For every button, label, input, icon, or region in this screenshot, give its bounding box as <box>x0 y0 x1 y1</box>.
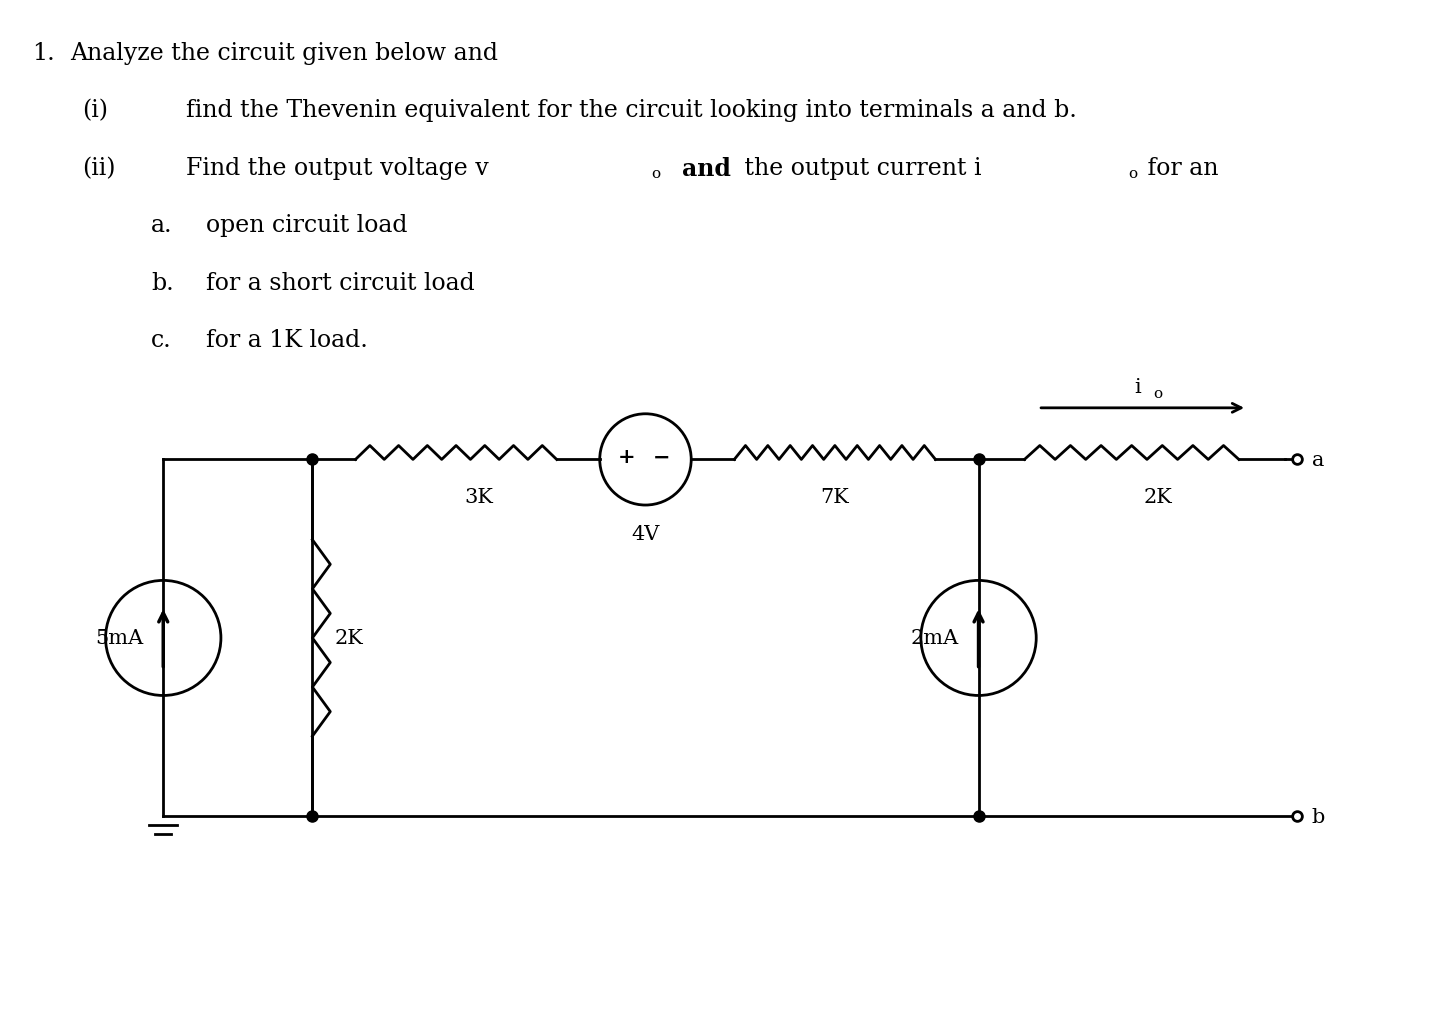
Text: open circuit load: open circuit load <box>206 214 407 237</box>
Text: for an: for an <box>1140 157 1218 179</box>
Text: Analyze the circuit given below and: Analyze the circuit given below and <box>70 42 497 65</box>
Text: 4V: 4V <box>631 525 660 543</box>
Text: o: o <box>1153 386 1162 400</box>
Text: 2mA: 2mA <box>910 629 958 648</box>
Text: 1.: 1. <box>32 42 55 65</box>
Text: Find the output voltage v: Find the output voltage v <box>186 157 489 179</box>
Text: +: + <box>618 447 635 467</box>
Text: 5mA: 5mA <box>95 629 144 648</box>
Text: −: − <box>653 447 670 467</box>
Text: and: and <box>682 157 730 180</box>
Text: a.: a. <box>151 214 173 237</box>
Text: 2K: 2K <box>334 629 364 648</box>
Text: (i): (i) <box>81 99 108 122</box>
Text: the output current i: the output current i <box>737 157 981 179</box>
Text: for a short circuit load: for a short circuit load <box>206 272 475 294</box>
Text: for a 1K load.: for a 1K load. <box>206 329 368 353</box>
Text: (ii): (ii) <box>81 157 115 179</box>
Text: o: o <box>651 167 660 180</box>
Text: b.: b. <box>151 272 174 294</box>
Text: b: b <box>1312 807 1325 826</box>
Text: i: i <box>1134 378 1141 396</box>
Text: 7K: 7K <box>820 488 849 506</box>
Text: a: a <box>1312 450 1325 470</box>
Text: 3K: 3K <box>464 488 493 506</box>
Text: c.: c. <box>151 329 172 353</box>
Text: 2K: 2K <box>1143 488 1172 506</box>
Text: find the Thevenin equivalent for the circuit looking into terminals a and b.: find the Thevenin equivalent for the cir… <box>186 99 1077 122</box>
Text: o: o <box>1128 167 1137 180</box>
